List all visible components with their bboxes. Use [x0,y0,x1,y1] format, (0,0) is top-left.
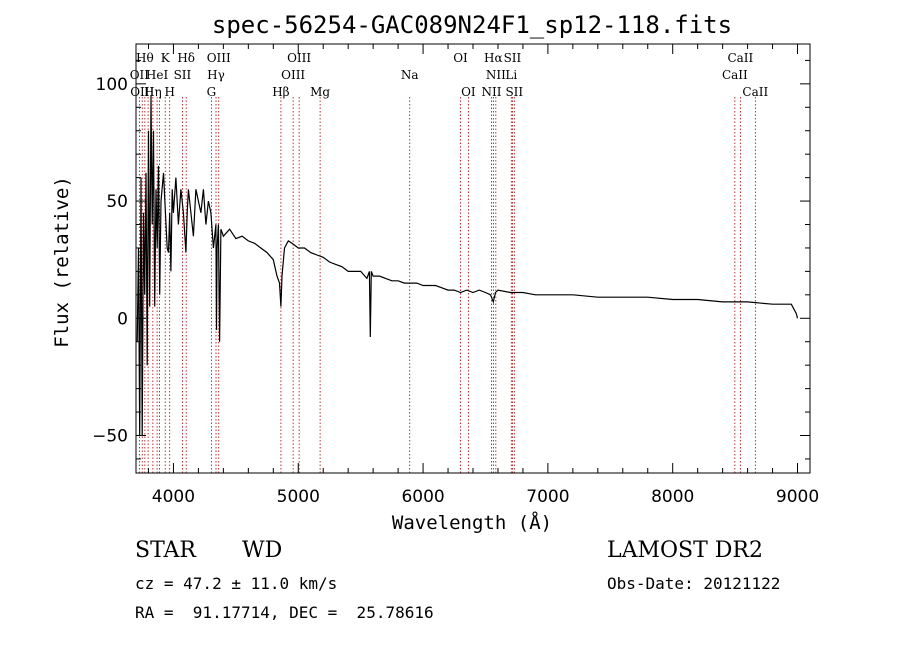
object-subclass: WD [242,538,283,563]
spectrum-line [136,95,799,436]
line-label: K [161,51,171,65]
line-label: OIII [281,68,305,82]
line-label: OIII [287,51,311,65]
survey-name: LAMOST DR2 [607,538,763,563]
sky-coordinates: RA = 91.17714, DEC = 25.78616 [135,603,434,622]
chart-title: spec-56254-GAC089N24F1_sp12-118.fits [212,11,732,39]
x-tick-label: 9000 [776,487,819,507]
y-tick-label: 100 [96,75,128,95]
line-label: Hδ [177,51,195,65]
x-tick-label: 6000 [401,487,444,507]
line-label: CaII [722,68,748,82]
line-label: SII [505,85,523,99]
line-label: OI [461,85,476,99]
y-tick-label: 0 [117,309,128,329]
plot-frame [135,43,811,474]
y-tick-label: 50 [106,192,128,212]
x-tick-label: 4000 [152,487,195,507]
object-class: STAR [135,538,196,563]
line-label: SII [504,51,522,65]
x-tick-label: 8000 [651,487,694,507]
line-label: Mg [310,85,330,99]
observation-date: Obs-Date: 20121122 [607,574,781,593]
x-tick-label: 7000 [526,487,569,507]
line-label: CaII [727,51,753,65]
line-label: H [164,85,174,99]
line-label: Li [505,68,517,82]
line-label: Hβ [272,85,289,99]
line-label: CaII [742,85,768,99]
y-axis-label: Flux (relative) [51,176,73,348]
y-axis: −50 0 50 100 [92,59,810,460]
x-axis-label: Wavelength (Å) [392,511,552,534]
line-label: NII [486,68,506,82]
spectral-line-markers [138,97,756,473]
line-label: HeI [146,68,169,82]
line-label: Hγ [207,68,225,82]
x-axis: 4000 5000 6000 7000 8000 9000 [147,44,819,507]
line-label: Hη [144,85,162,99]
line-label: OIII [207,51,231,65]
line-label: NII [481,85,501,99]
line-label: Hθ [136,51,154,65]
line-label: OII [130,68,150,82]
redshift-velocity: cz = 47.2 ± 11.0 km/s [135,574,338,593]
x-tick-label: 5000 [277,487,320,507]
y-tick-label: −50 [92,426,128,446]
line-label: Na [401,68,419,82]
line-label: OI [453,51,468,65]
line-label: Hα [484,51,503,65]
line-label: G [207,85,217,99]
line-label: SII [174,68,192,82]
